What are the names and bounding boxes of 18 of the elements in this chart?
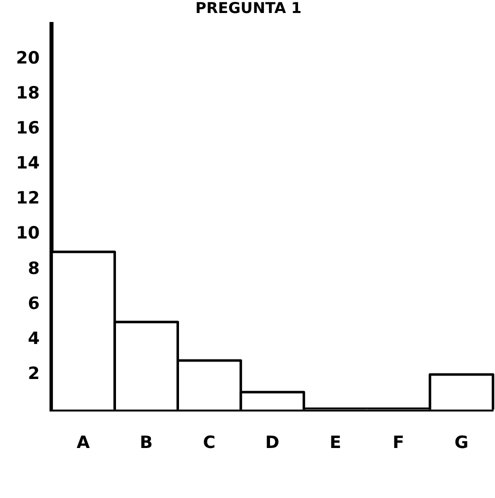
y-tick-label: 20 (16, 48, 40, 68)
x-tick-label: F (392, 433, 404, 454)
x-tick-label: A (76, 433, 91, 454)
x-tick-label: B (140, 433, 153, 454)
y-tick-label: 12 (16, 188, 40, 209)
y-tick-label: 14 (16, 154, 40, 174)
y-tick-label: 2 (28, 364, 40, 384)
y-tick-label: 18 (16, 84, 40, 104)
y-tick-label: 16 (16, 118, 40, 139)
y-tick-label: 8 (28, 258, 40, 279)
x-tick-label: C (203, 433, 216, 454)
x-tick-label: E (330, 433, 342, 454)
y-tick-label: 4 (28, 328, 40, 349)
x-tick-label: G (454, 433, 468, 454)
chart-title: PREGUNTA 1 (195, 0, 302, 17)
x-tick-label: D (265, 433, 280, 454)
y-tick-label: 6 (28, 294, 40, 314)
y-tick-label: 10 (16, 224, 40, 244)
